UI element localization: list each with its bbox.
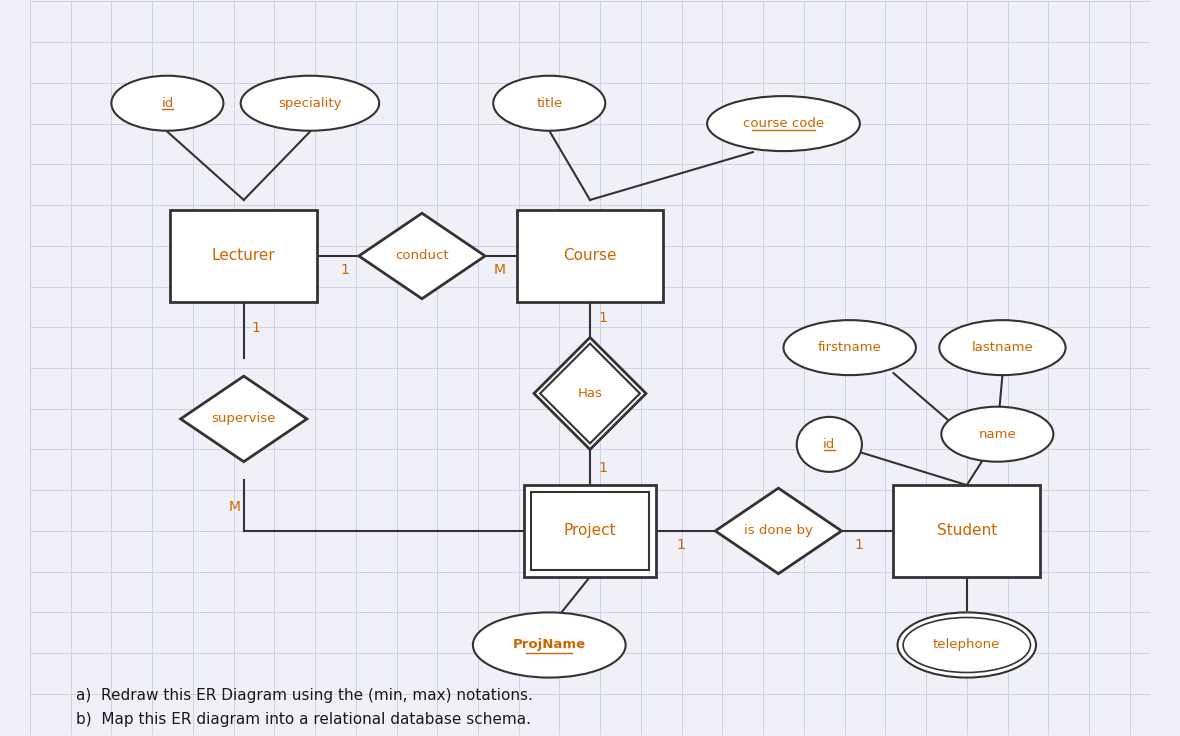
Text: a)  Redraw this ER Diagram using the (min, max) notations.: a) Redraw this ER Diagram using the (min… <box>76 688 532 704</box>
Text: b)  Map this ER diagram into a relational database schema.: b) Map this ER diagram into a relational… <box>76 712 531 727</box>
Text: 1: 1 <box>341 263 349 277</box>
Ellipse shape <box>111 76 223 131</box>
Text: name: name <box>978 428 1016 441</box>
Ellipse shape <box>898 612 1036 678</box>
Text: Lecturer: Lecturer <box>212 249 276 263</box>
Text: lastname: lastname <box>971 341 1034 354</box>
Ellipse shape <box>942 407 1054 461</box>
Ellipse shape <box>784 320 916 375</box>
Ellipse shape <box>796 417 861 472</box>
Text: id: id <box>162 96 173 110</box>
Text: firstname: firstname <box>818 341 881 354</box>
Text: M: M <box>229 500 241 514</box>
Text: 1: 1 <box>598 461 607 475</box>
Polygon shape <box>535 337 645 450</box>
Text: Course: Course <box>563 249 617 263</box>
Text: title: title <box>536 96 563 110</box>
Ellipse shape <box>473 612 625 678</box>
Text: 1: 1 <box>676 538 686 552</box>
Bar <box>524 485 656 577</box>
Text: M: M <box>493 263 505 277</box>
Text: Has: Has <box>577 387 603 400</box>
Text: supervise: supervise <box>211 412 276 425</box>
Text: telephone: telephone <box>933 639 1001 651</box>
Text: course code: course code <box>743 117 824 130</box>
Text: 1: 1 <box>854 538 864 552</box>
Ellipse shape <box>493 76 605 131</box>
Ellipse shape <box>707 96 860 151</box>
Polygon shape <box>181 376 307 461</box>
Text: conduct: conduct <box>395 250 448 263</box>
Text: Project: Project <box>564 523 616 539</box>
Ellipse shape <box>241 76 379 131</box>
Polygon shape <box>715 488 841 573</box>
Text: speciality: speciality <box>278 96 342 110</box>
Text: id: id <box>824 438 835 451</box>
Polygon shape <box>359 213 485 299</box>
Bar <box>517 210 663 302</box>
Bar <box>531 492 649 570</box>
Text: Student: Student <box>937 523 997 539</box>
Bar <box>893 485 1040 577</box>
Text: 1: 1 <box>251 322 261 336</box>
Text: 1: 1 <box>598 311 607 325</box>
Text: ProjName: ProjName <box>512 639 585 651</box>
Bar <box>170 210 317 302</box>
Text: is done by: is done by <box>743 525 813 537</box>
Ellipse shape <box>939 320 1066 375</box>
